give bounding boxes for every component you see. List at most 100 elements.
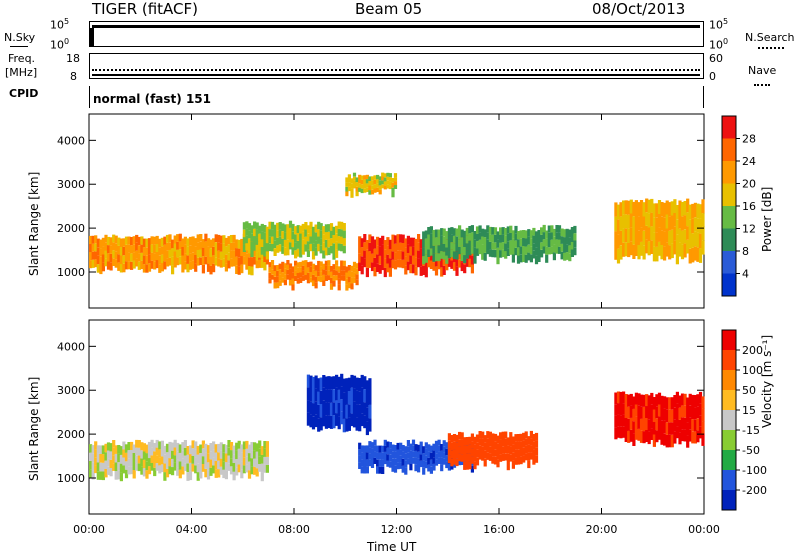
power-cell: [506, 226, 510, 234]
power-cell: [91, 259, 95, 268]
velocity-cell: [455, 450, 459, 459]
power-cell: [655, 217, 659, 233]
power-cell: [499, 242, 503, 251]
velocity-cell: [119, 472, 123, 482]
power-cell: [442, 244, 446, 252]
power-cell: [132, 244, 136, 253]
velocity-cell: [89, 461, 93, 470]
power-cell: [358, 236, 362, 245]
power-cell: [347, 174, 351, 179]
velocity-cell: [199, 470, 203, 479]
power-cell: [429, 240, 433, 249]
power-cell: [301, 231, 305, 240]
velocity-cell: [155, 447, 159, 456]
velocity-cell: [683, 393, 687, 406]
velocity-cell: [229, 466, 234, 475]
power-cell: [227, 260, 231, 269]
velocity-cell: [150, 447, 154, 456]
power-colorbar-swatch: [722, 273, 736, 297]
power-cell: [393, 173, 398, 178]
velocity-cell: [206, 470, 211, 480]
power-cell: [337, 284, 341, 291]
power-cell: [360, 247, 364, 257]
velocity-cell: [665, 409, 669, 423]
power-cell: [270, 229, 275, 237]
velocity-colorbar-tick-label: 50: [742, 384, 756, 397]
power-cell: [186, 246, 190, 256]
power-cell: [212, 255, 216, 264]
velocity-cell: [214, 469, 218, 478]
power-cell: [219, 259, 223, 268]
velocity-cell: [381, 445, 385, 453]
power-cell: [637, 245, 641, 260]
power-cell: [324, 247, 328, 256]
velocity-cell: [309, 414, 313, 428]
velocity-cell: [181, 466, 185, 475]
velocity-cell: [470, 441, 474, 449]
power-cell: [242, 237, 246, 245]
power-cell: [522, 238, 526, 246]
velocity-cell: [219, 466, 223, 475]
power-cell: [488, 234, 492, 242]
power-cell: [355, 186, 359, 192]
velocity-cell: [524, 445, 528, 454]
velocity-cell: [142, 443, 146, 452]
time-tick-label: 00:00: [73, 523, 105, 536]
power-cell: [432, 262, 436, 271]
velocity-cell: [399, 449, 403, 456]
velocity-cell: [214, 461, 218, 470]
power-cell: [112, 258, 116, 266]
power-cell: [117, 245, 121, 255]
power-cell: [345, 272, 349, 279]
velocity-cell: [360, 374, 364, 388]
power-cell: [327, 224, 331, 232]
power-cell: [332, 275, 336, 281]
velocity-cell: [327, 376, 331, 390]
power-cell: [130, 237, 134, 246]
velocity-cell: [112, 447, 116, 456]
velocity-cell: [335, 400, 339, 414]
velocity-cell: [250, 450, 254, 459]
power-cell: [106, 245, 111, 254]
power-cell: [247, 230, 252, 239]
power-cell: [557, 239, 562, 247]
velocity-cell: [317, 378, 321, 392]
power-cell: [437, 237, 441, 246]
power-cell: [445, 261, 449, 271]
velocity-cell: [237, 464, 241, 473]
velocity-cell: [363, 389, 367, 403]
velocity-cell: [240, 452, 244, 462]
power-cell: [560, 236, 564, 244]
power-cell: [391, 259, 395, 269]
velocity-cell: [458, 431, 462, 440]
power-cell: [424, 254, 428, 263]
velocity-cell: [365, 407, 369, 422]
power-cell: [337, 266, 341, 273]
power-cell: [370, 176, 375, 181]
power-ytick-label: 4000: [57, 134, 85, 147]
power-cell: [493, 234, 498, 243]
power-cell: [242, 244, 246, 252]
power-cell: [388, 267, 392, 277]
velocity-cell: [493, 433, 498, 442]
power-cell: [191, 244, 195, 253]
power-cell: [206, 246, 211, 255]
power-cell: [106, 236, 111, 246]
power-cell: [101, 254, 105, 263]
velocity-cell: [657, 392, 662, 405]
power-cell: [616, 204, 621, 220]
velocity-cell: [319, 404, 323, 418]
power-cell: [173, 259, 177, 268]
velocity-cell: [686, 397, 690, 411]
power-cell: [155, 252, 159, 261]
velocity-cell: [634, 404, 638, 417]
velocity-cell: [214, 444, 218, 453]
power-cell: [524, 246, 528, 255]
time-tick-label: 16:00: [483, 523, 515, 536]
velocity-cell: [368, 453, 372, 460]
power-cell: [165, 250, 170, 259]
power-cell: [463, 238, 467, 247]
velocity-cell: [147, 450, 152, 459]
velocity-cell: [352, 401, 357, 415]
velocity-cell: [335, 413, 339, 426]
